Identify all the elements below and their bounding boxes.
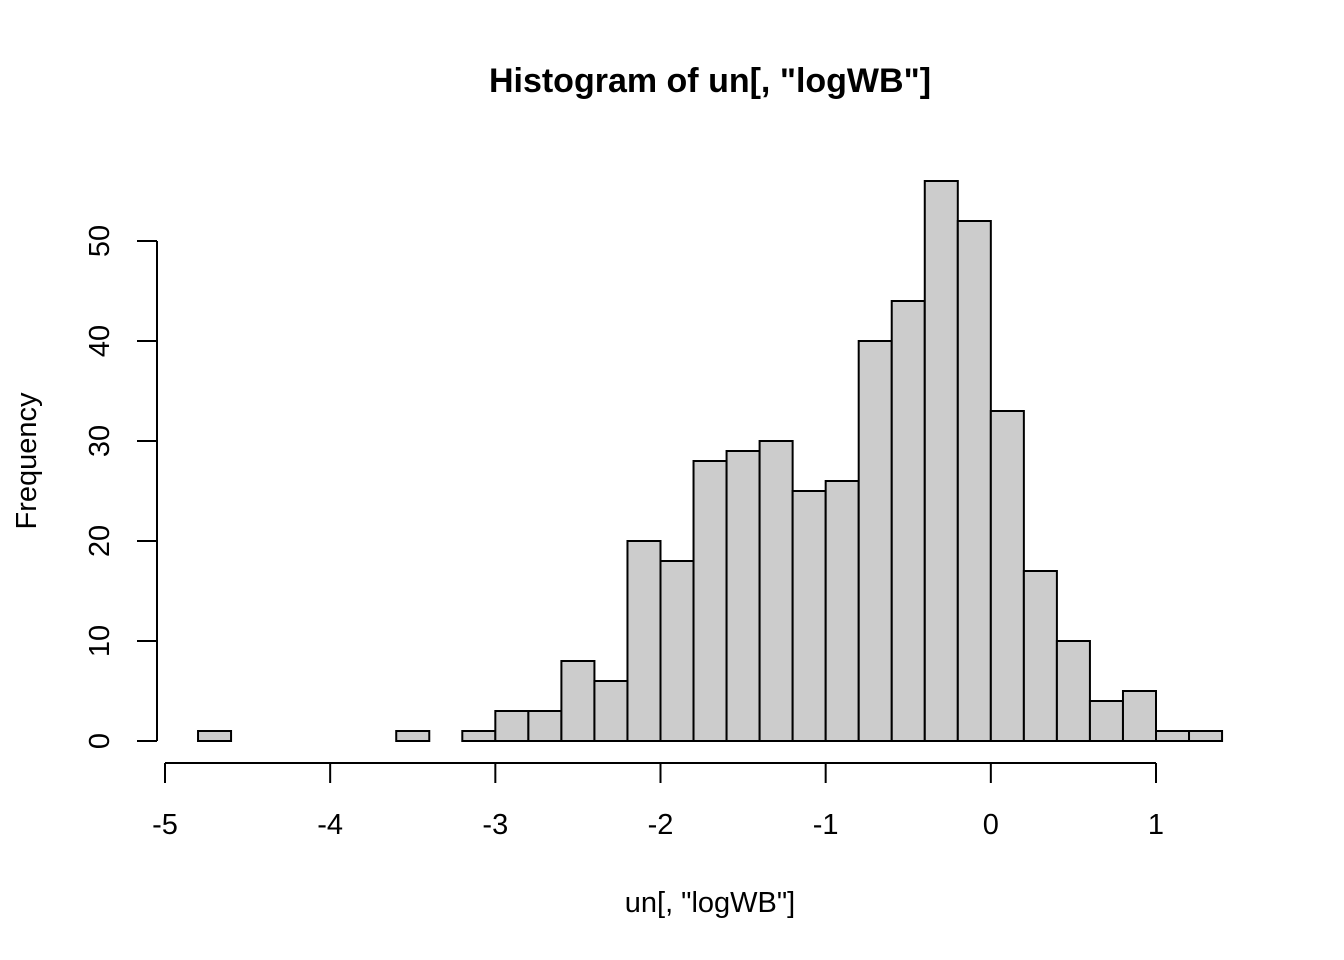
histogram-bar [824,480,860,742]
y-tick-label: 50 [84,225,116,257]
histogram-bar [1088,700,1124,742]
histogram-bar [1121,690,1157,742]
histogram-bar [593,680,629,742]
histogram-bar [1155,730,1191,742]
histogram-bar [395,730,431,742]
histogram-bar [1055,640,1091,742]
x-tick-label: -3 [482,809,508,841]
y-tick-label: 20 [84,525,116,557]
histogram-bar [560,660,596,742]
y-tick-label: 10 [84,625,116,657]
x-axis-label: un[, "logWB"] [625,887,796,919]
histogram-bar [527,710,563,742]
histogram-bar [626,540,662,742]
histogram-bar [956,220,992,742]
bars-layer [197,180,1224,742]
histogram-bar [725,450,761,742]
x-tick-label: 0 [983,809,999,841]
y-tick-label: 40 [84,325,116,357]
histogram-bar [461,730,497,742]
histogram-bar [857,340,893,742]
histogram-bar [758,440,794,742]
x-tick-label: -2 [648,809,674,841]
histogram-bar [1188,730,1224,742]
chart-title: Histogram of un[, "logWB"] [489,62,931,100]
histogram-bar [890,300,926,742]
x-tick-label: 1 [1148,809,1164,841]
histogram-bar [1022,570,1058,742]
y-tick-label: 0 [84,733,116,749]
histogram-bar [791,490,827,742]
histogram-bar [923,180,959,742]
y-axis: 0 10 20 30 40 50 [84,225,158,749]
histogram-bar [989,410,1025,742]
histogram-bar [659,560,695,742]
histogram-bar [197,730,233,742]
histogram-bar [494,710,530,742]
y-tick-label: 30 [84,425,116,457]
x-tick-label: -1 [813,809,839,841]
x-tick-label: -4 [317,809,343,841]
x-tick-label: -5 [152,809,178,841]
y-axis-label: Frequency [11,392,43,530]
histogram-bar [692,460,728,742]
x-axis: -5 -4 -3 -2 -1 0 1 [152,762,1164,841]
